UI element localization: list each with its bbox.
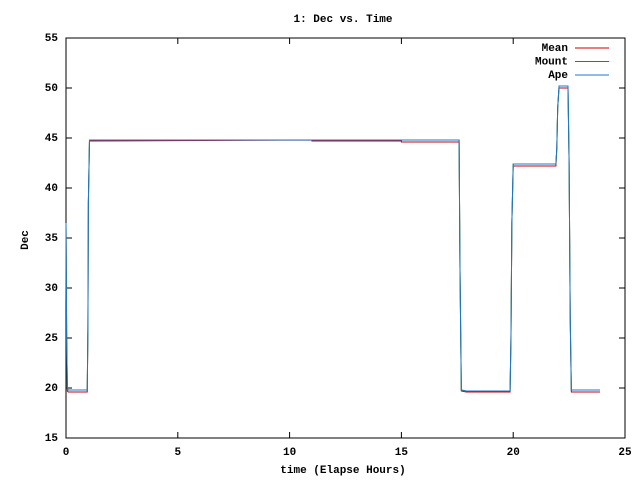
x-axis-label: time (Elapse Hours): [280, 465, 405, 477]
x-tick-label: 5: [174, 447, 181, 459]
chart-title: 1: Dec vs. Time: [293, 14, 392, 26]
y-tick-label: 25: [45, 333, 59, 345]
x-tick-label: 25: [618, 447, 632, 459]
y-tick-label: 20: [45, 383, 58, 395]
y-axis-label: Dec: [20, 230, 32, 250]
y-tick-label: 15: [45, 433, 59, 445]
series-line: [65, 85, 600, 392]
legend-label: Mean: [542, 43, 568, 55]
legend-label: Ape: [548, 70, 568, 82]
series-line: [65, 85, 600, 392]
y-tick-label: 50: [45, 83, 58, 95]
y-tick-label: 30: [45, 283, 58, 295]
y-tick-label: 40: [45, 183, 58, 195]
x-tick-label: 20: [507, 447, 520, 459]
plot-border: [65, 37, 626, 439]
y-tick-label: 55: [45, 33, 59, 45]
legend-label: Mount: [535, 56, 568, 68]
x-tick-label: 15: [395, 447, 409, 459]
y-tick-label: 35: [45, 233, 59, 245]
y-tick-label: 45: [45, 133, 59, 145]
x-tick-label: 10: [283, 447, 296, 459]
x-tick-label: 0: [63, 447, 70, 459]
series-line: [65, 87, 600, 393]
